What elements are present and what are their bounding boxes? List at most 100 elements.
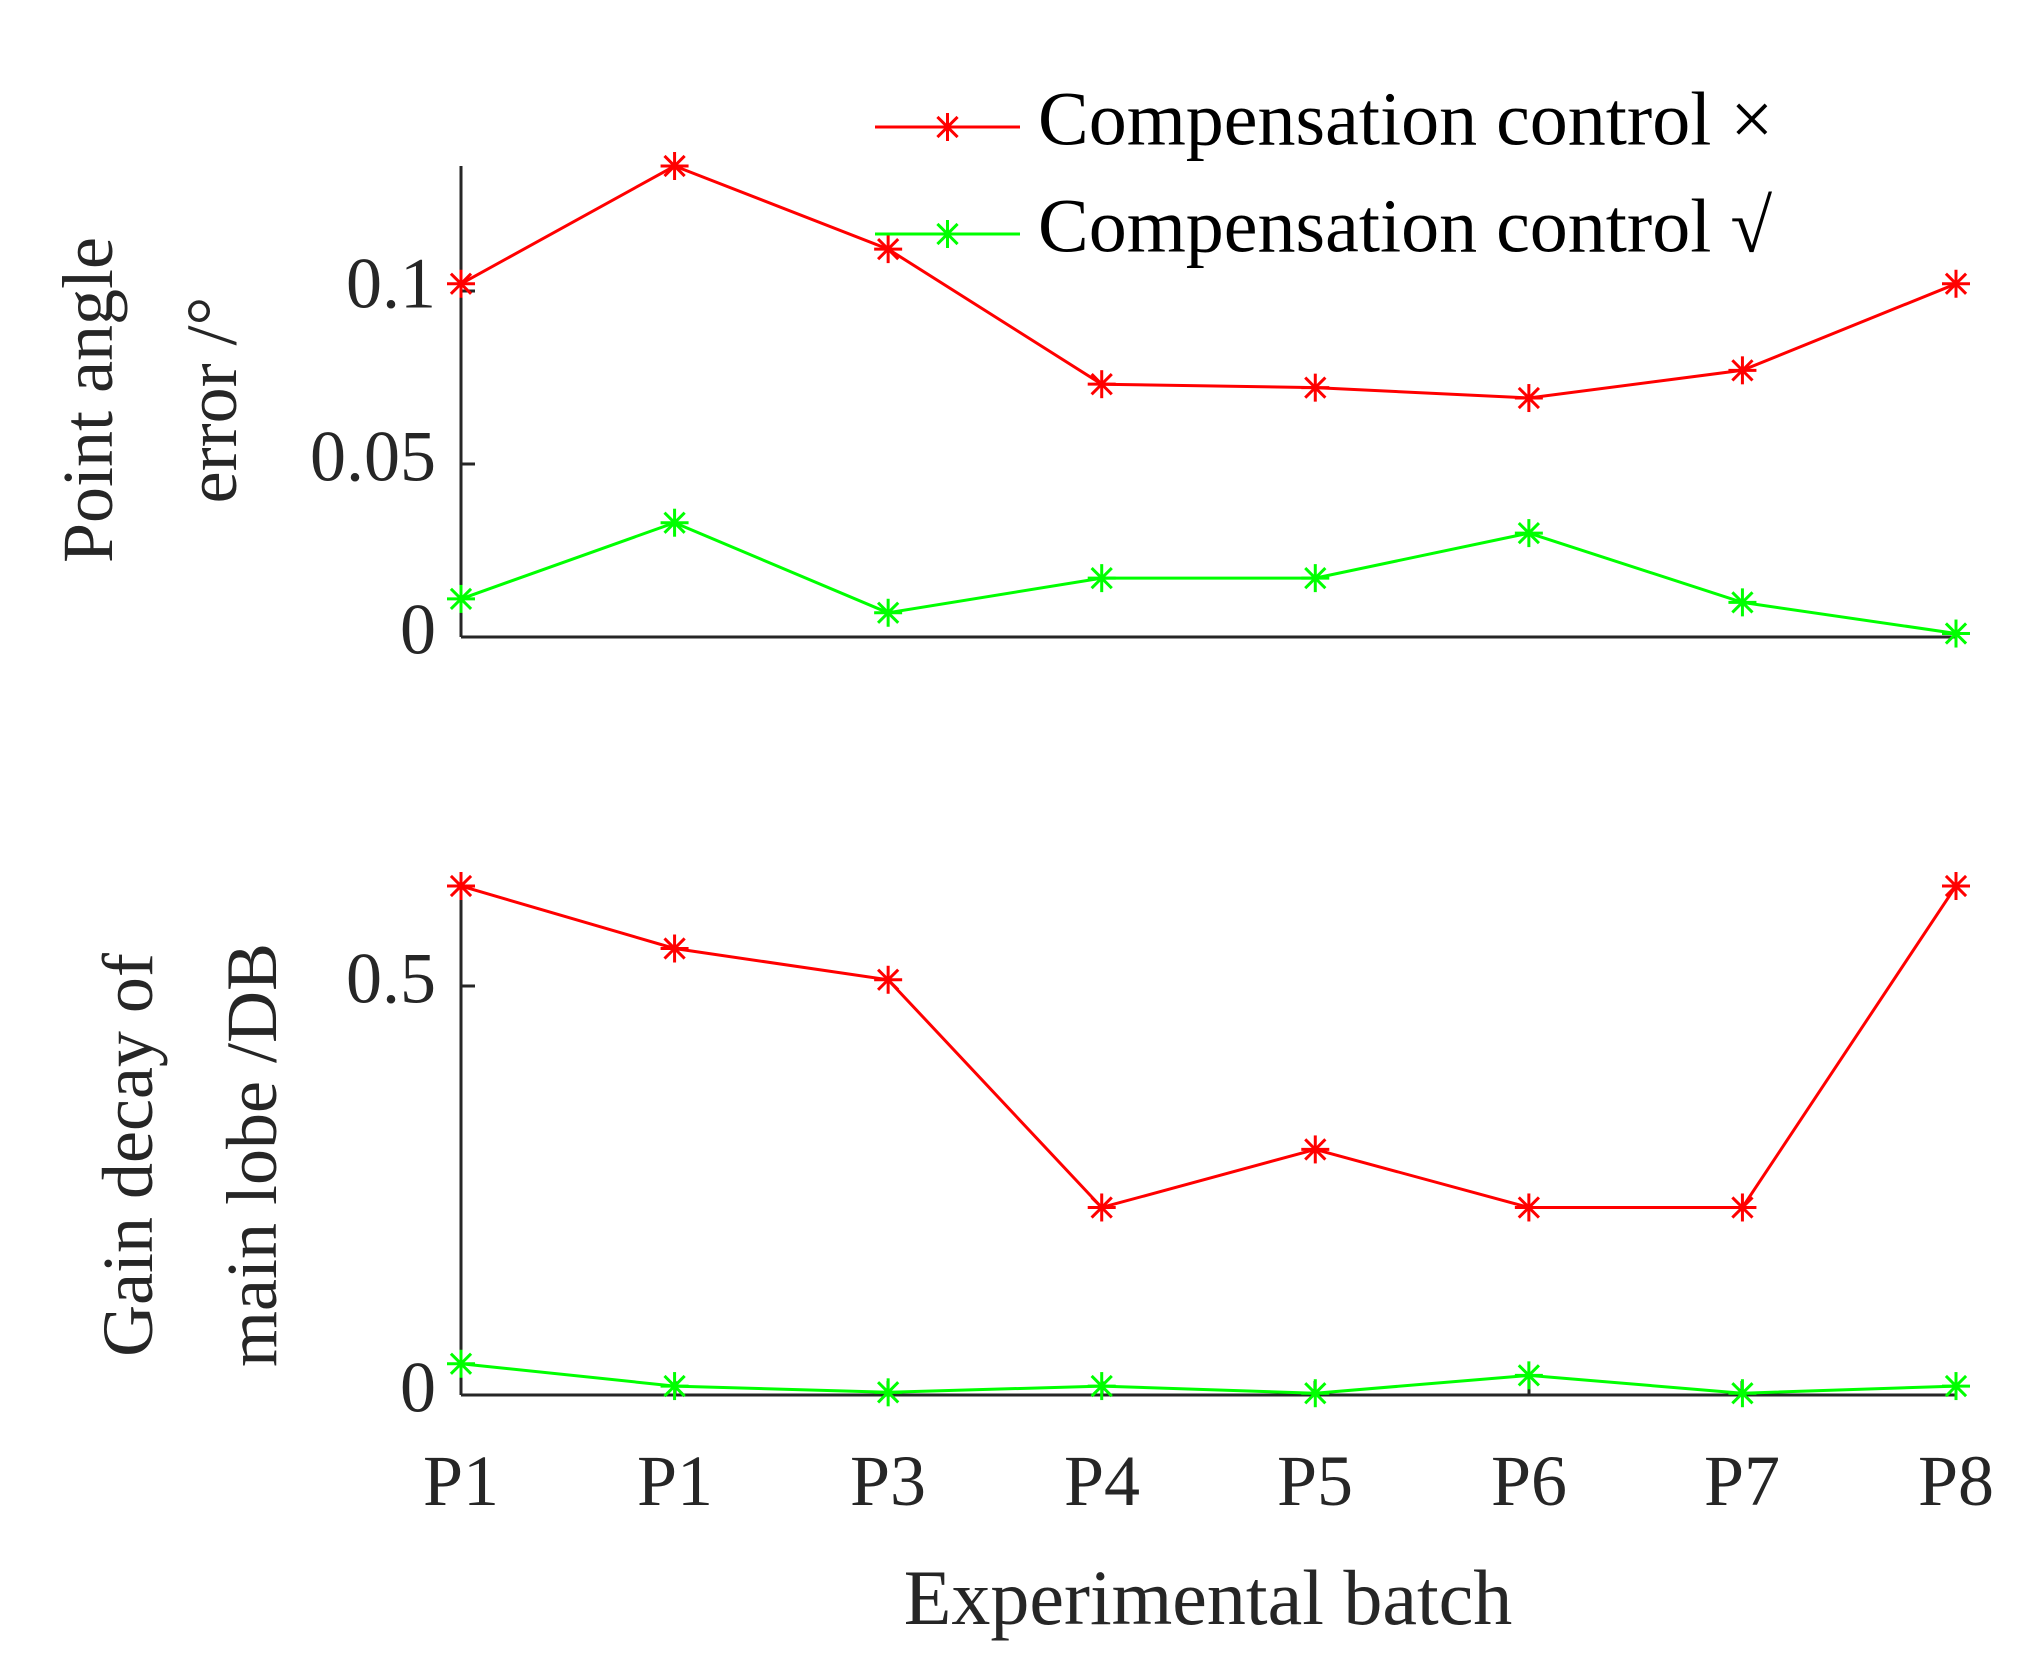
- bottom-series-1-point-7: [1942, 1372, 1970, 1401]
- bottom-series-1-point-1-stroke-3: [663, 1374, 686, 1398]
- bottom-series-layer: [447, 872, 1970, 1408]
- bottom-ylabel-line-2: main lobe /DB: [212, 943, 292, 1367]
- bottom-series-1-point-2-stroke-3: [877, 1381, 900, 1404]
- bottom-series-0-point-7-stroke-3: [1944, 874, 1968, 898]
- xtick-label-5: P6: [1491, 1441, 1567, 1521]
- top-series-0-point-6-stroke-3: [1731, 359, 1754, 382]
- top-series-0-point-7-stroke-3: [1944, 272, 1968, 295]
- bottom-series-1-point-5-stroke-3: [1517, 1364, 1540, 1387]
- top-series-1-point-1-stroke-3: [663, 511, 686, 534]
- top-series-1-line: [460, 521, 1957, 635]
- top-series-1-point-6-stroke-3: [1731, 591, 1754, 614]
- top-series-0-point-3-stroke-3: [1090, 373, 1113, 396]
- top-series-1-point-4: [1301, 564, 1330, 593]
- bottom-series-0-point-3: [1087, 1193, 1116, 1222]
- bottom-series-0-point-0: [447, 872, 475, 900]
- legend: Compensation control × Compensation cont…: [875, 77, 1773, 268]
- xtick-label-2: P3: [850, 1441, 926, 1521]
- bottom-series-1-point-0: [447, 1349, 475, 1378]
- legend-label-0: Compensation control ×: [1038, 77, 1773, 161]
- bottom-series-0-point-7: [1942, 872, 1970, 900]
- top-series-1-point-1: [660, 508, 689, 537]
- legend-label-1: Compensation control √: [1038, 184, 1772, 268]
- top-series-1: [447, 508, 1970, 648]
- bottom-series-0-point-1: [660, 934, 689, 963]
- legend-star-0: [933, 113, 962, 141]
- bottom-series-0-point-4-stroke-3: [1304, 1138, 1327, 1161]
- legend-marker-green: [933, 220, 962, 248]
- xtick-label-3: P4: [1064, 1441, 1140, 1521]
- bottom-y-ticks: 0 0.5: [346, 939, 475, 1428]
- bottom-series-0-point-0-stroke-3: [449, 874, 473, 898]
- top-series-0-point-7: [1942, 269, 1970, 298]
- bottom-series-1-line: [460, 1362, 1957, 1395]
- bottom-series-0-point-3-stroke-3: [1090, 1196, 1113, 1219]
- top-series-0-point-6: [1728, 356, 1757, 385]
- legend-star-1: [933, 220, 962, 248]
- top-series-1-point-2-stroke-3: [877, 601, 900, 624]
- top-ytick-label-1: 0.05: [310, 417, 436, 497]
- legend-star-0-stroke-3: [936, 115, 959, 139]
- xtick-label-4: P5: [1277, 1441, 1353, 1521]
- top-series-1-point-5-stroke-3: [1517, 521, 1540, 545]
- legend-marker-red: [933, 113, 962, 141]
- bottom-series-0-point-4: [1301, 1135, 1330, 1164]
- x-ticks: P1 P1 P3 P4 P5 P6 P7 P8: [423, 1381, 1994, 1521]
- top-series-0-point-3: [1087, 370, 1116, 399]
- top-y-ticks: 0 0.05 0.1: [310, 244, 475, 670]
- top-series-layer: [447, 152, 1970, 648]
- bottom-series-0-point-2-stroke-3: [877, 968, 900, 991]
- bottom-series-0: [447, 872, 1970, 1222]
- bottom-series-1-point-7-stroke-3: [1944, 1374, 1968, 1398]
- bottom-series-0-point-1-stroke-3: [663, 937, 686, 960]
- top-series-1-point-6: [1728, 588, 1757, 617]
- top-series-1-point-0: [447, 584, 475, 613]
- top-series-0-point-0-stroke-3: [449, 272, 473, 295]
- bottom-series-0-point-5: [1514, 1193, 1543, 1222]
- bottom-series-1-point-0-stroke-3: [449, 1352, 473, 1375]
- bottom-y-label: Gain decay of main lobe /DB: [88, 943, 292, 1367]
- xtick-label-7: P8: [1918, 1441, 1994, 1521]
- bottom-series-1-point-5: [1514, 1361, 1543, 1390]
- top-series-1-point-2: [874, 598, 903, 627]
- bottom-series-0-point-6: [1728, 1193, 1757, 1222]
- bottom-ytick-label-0: 0: [400, 1348, 436, 1428]
- bottom-series-1-point-6-stroke-3: [1731, 1382, 1754, 1405]
- top-ytick-label-2: 0.1: [346, 244, 436, 324]
- top-ytick-label-0: 0: [400, 590, 436, 670]
- bottom-series-0-line: [460, 884, 1958, 1210]
- top-series-0-point-4-stroke-3: [1304, 376, 1327, 399]
- top-series-1-point-5: [1514, 519, 1543, 548]
- bottom-series-1-point-3-stroke-3: [1090, 1374, 1113, 1398]
- x-axis-label: Experimental batch: [904, 1554, 1513, 1641]
- top-ylabel-line-2: error /°: [172, 297, 252, 504]
- top-series-0-point-2: [874, 235, 903, 264]
- bottom-ylabel-line-1: Gain decay of: [88, 953, 168, 1357]
- top-series-0-point-5: [1514, 384, 1543, 413]
- top-y-label: Point angle error /°: [48, 237, 252, 563]
- legend-star-1-stroke-3: [936, 222, 959, 246]
- top-series-0-point-4: [1301, 373, 1330, 402]
- top-series-0: [447, 152, 1970, 413]
- bottom-ytick-label-1: 0.5: [346, 939, 436, 1019]
- bottom-series-1-point-6: [1728, 1379, 1757, 1408]
- legend-entry-1: Compensation control √: [875, 184, 1772, 268]
- bottom-series-1-point-2: [874, 1378, 903, 1407]
- top-series-0-point-2-stroke-3: [877, 237, 900, 261]
- top-series-1-point-7: [1942, 619, 1970, 648]
- bottom-series-1-point-4-stroke-3: [1304, 1382, 1327, 1405]
- bottom-series-1-point-4: [1301, 1379, 1330, 1408]
- top-series-0-point-0: [447, 269, 475, 298]
- top-series-1-point-0-stroke-3: [449, 587, 473, 611]
- top-series-1-point-3: [1087, 564, 1116, 593]
- bottom-series-1-point-1: [660, 1372, 689, 1401]
- top-series-1-point-7-stroke-3: [1944, 622, 1968, 645]
- top-series-0-point-1: [660, 152, 689, 180]
- top-series-1-point-4-stroke-3: [1304, 566, 1327, 590]
- top-series-0-point-5-stroke-3: [1517, 386, 1540, 410]
- top-series-0-line: [460, 164, 1957, 400]
- bottom-series-1-point-3: [1087, 1372, 1116, 1401]
- xtick-label-6: P7: [1704, 1441, 1780, 1521]
